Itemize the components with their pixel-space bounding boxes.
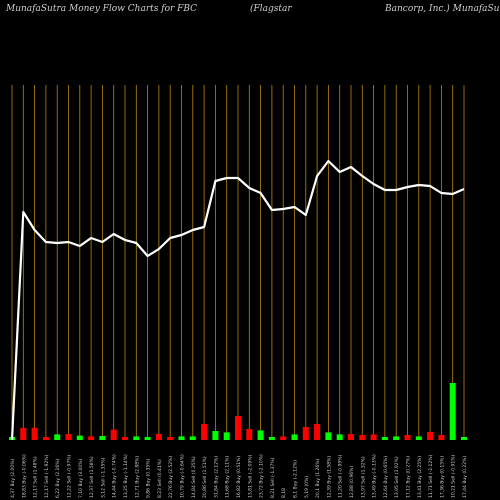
gridlines [11,85,465,440]
volume-bar [122,437,128,440]
volume-bar [223,432,230,440]
volume-bar [280,436,287,440]
x-tick-label: 4,37 Buy (2.00%) [10,458,16,498]
x-tick-label: 12,22 Sell (-0.97%) [67,454,73,498]
volume-bar [449,383,456,440]
x-tick-label: 12,17 Sell (1.48%) [33,456,39,498]
x-tick-label: 17,36 Buy (0.15%) [439,456,445,498]
volume-bars [9,383,467,440]
volume-bar [88,436,95,440]
x-tick-label: 18,83 Buy (-0.06%) [21,454,27,498]
volume-bar [268,437,275,440]
volume-bar [427,432,434,440]
x-tick-label: 12,71 Buy (2.88%) [134,456,140,498]
x-tick-label: 20,86 Sell (1.51%) [202,456,208,498]
x-tick-label: 17,12 Buy (0.27%) [406,456,412,498]
price-line [10,159,465,441]
volume-bar [110,429,117,440]
x-tick-label: 10,21 Sell (-0.91%) [451,454,457,498]
chart-title-left: MunafaSutra Money Flow Charts for FBC [6,4,198,14]
x-tick-label: 14,84 Sell (0.35%) [191,456,197,498]
volume-bar [133,436,140,440]
x-tick-label: 12,88 (0.96%) [349,466,355,498]
chart-title-right: Bancorp, Inc.) MunafaSutra.com [385,4,500,14]
volume-bar [178,436,185,440]
x-tick-label: 11,71 Sell (-2.12%) [428,454,434,498]
volume-bar [76,435,83,440]
volume-bar [393,436,400,440]
x-tick-label: 23,72 Buy (-2.10%) [259,454,265,498]
volume-bar [54,434,61,440]
volume-bar [370,434,377,440]
x-tick-label: 8,21 Sell (-1.37%) [270,457,276,498]
x-tick-label: 9,86 Buy (0.35%) [146,458,152,498]
x-tick-label: 8,23 Sell (0.41%) [157,459,163,498]
x-tick-label: 12,37 Sell (1.58%) [89,456,95,498]
x-tick-label: 10,79 Buy (-0.64%) [180,454,186,498]
x-tick-label: 6,22 Buy (2.16%) [55,458,61,498]
volume-bar [20,427,27,440]
x-tick-label: 17,44 Buy (0.22%) [462,456,468,498]
x-tick-label: 13,81 Sell (-2.09%) [247,454,253,498]
x-tick-label: 5,19 (0%) [304,476,310,498]
x-tick-label: 14,44 Buy (-0.74%) [112,454,118,498]
volume-bar [31,427,38,440]
volume-bar [314,424,321,440]
x-tick-label: 11,20 Sell (-0.99%) [338,454,344,498]
volume-bar [246,429,253,440]
x-tick-label: 16,82 Buy (0.51%) [236,456,242,498]
x-axis-labels: 4,37 Buy (2.00%) 18,83 Buy (-0.06%) 12,17 … [10,454,468,498]
volume-bar [201,424,208,440]
volume-bar [65,434,72,440]
volume-bar [415,436,422,440]
x-tick-label: 22,76 Buy (2.52%) [168,456,174,498]
x-tick-label: 12,39 Buy (1.58%) [326,456,332,498]
x-tick-label: 11,68 Buy (2.11%) [225,456,231,498]
x-tick-label: 20,1 Buy (1.26%) [315,458,321,498]
x-tick-label: 8,1 Buy (-2.12%) [293,460,299,498]
x-tick-label: 13,97 Sell (1.32%) [360,456,366,498]
x-tick-label: 13,49 Buy (-0.13%) [372,454,378,498]
volume-bar [325,432,332,440]
x-tick-label: 13,25 Buy (-1.14%) [123,454,129,498]
volume-bar [461,437,467,440]
volume-bar [348,434,354,440]
volume-bar [336,434,343,440]
x-tick-label: 13,41 Buy (2.25%) [417,456,423,498]
volume-bar [155,434,162,440]
volume-bar [99,436,106,440]
volume-bar [257,430,264,440]
volume-bar [212,431,219,440]
volume-bar [359,435,366,440]
volume-bar [291,434,298,440]
volume-bar [189,436,196,440]
x-tick-label: 12,64 Buy (0.65%) [383,456,389,498]
x-tick-label: 8,18 [281,488,287,498]
volume-bar [167,437,174,440]
x-tick-label: 31,84 Buy (2.12%) [213,456,219,498]
volume-bar [235,416,241,440]
x-tick-label: 3,12 Sell (-1.35%) [100,457,106,498]
volume-bar [302,427,309,440]
x-tick-label: 13,95 Sell (1.92%) [394,456,400,498]
volume-bar [144,437,151,440]
x-tick-label: 12,17 Sell (-1.92%) [44,454,50,498]
chart-title-middle: (Flagstar [250,4,292,14]
volume-bar [404,435,411,440]
x-tick-label: 7,10 Buy (3.00%) [78,458,84,498]
volume-bar [381,437,388,440]
volume-bar [438,435,445,440]
volume-bar [42,437,49,440]
